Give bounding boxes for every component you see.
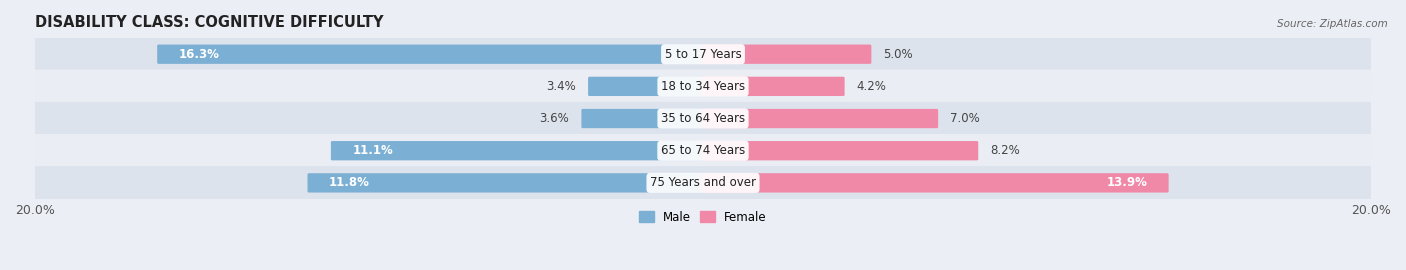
FancyBboxPatch shape bbox=[702, 141, 979, 160]
Text: 3.4%: 3.4% bbox=[547, 80, 576, 93]
FancyBboxPatch shape bbox=[308, 173, 704, 193]
FancyBboxPatch shape bbox=[34, 166, 1372, 200]
Text: DISABILITY CLASS: COGNITIVE DIFFICULTY: DISABILITY CLASS: COGNITIVE DIFFICULTY bbox=[35, 15, 384, 30]
FancyBboxPatch shape bbox=[702, 173, 1168, 193]
FancyBboxPatch shape bbox=[702, 45, 872, 64]
FancyBboxPatch shape bbox=[34, 38, 1372, 71]
FancyBboxPatch shape bbox=[157, 45, 704, 64]
Text: 11.8%: 11.8% bbox=[329, 176, 370, 189]
FancyBboxPatch shape bbox=[330, 141, 704, 160]
Legend: Male, Female: Male, Female bbox=[634, 206, 772, 228]
Text: 65 to 74 Years: 65 to 74 Years bbox=[661, 144, 745, 157]
Text: 75 Years and over: 75 Years and over bbox=[650, 176, 756, 189]
Text: 5 to 17 Years: 5 to 17 Years bbox=[665, 48, 741, 61]
Text: 11.1%: 11.1% bbox=[353, 144, 394, 157]
Text: 4.2%: 4.2% bbox=[856, 80, 887, 93]
FancyBboxPatch shape bbox=[702, 109, 938, 128]
Text: 8.2%: 8.2% bbox=[990, 144, 1019, 157]
Text: 5.0%: 5.0% bbox=[883, 48, 912, 61]
Text: 13.9%: 13.9% bbox=[1107, 176, 1147, 189]
Text: 7.0%: 7.0% bbox=[950, 112, 980, 125]
FancyBboxPatch shape bbox=[34, 134, 1372, 167]
Text: Source: ZipAtlas.com: Source: ZipAtlas.com bbox=[1277, 19, 1388, 29]
FancyBboxPatch shape bbox=[582, 109, 704, 128]
FancyBboxPatch shape bbox=[34, 70, 1372, 103]
FancyBboxPatch shape bbox=[588, 77, 704, 96]
Text: 3.6%: 3.6% bbox=[540, 112, 569, 125]
Text: 35 to 64 Years: 35 to 64 Years bbox=[661, 112, 745, 125]
FancyBboxPatch shape bbox=[702, 77, 845, 96]
Text: 18 to 34 Years: 18 to 34 Years bbox=[661, 80, 745, 93]
FancyBboxPatch shape bbox=[34, 102, 1372, 135]
Text: 16.3%: 16.3% bbox=[179, 48, 219, 61]
